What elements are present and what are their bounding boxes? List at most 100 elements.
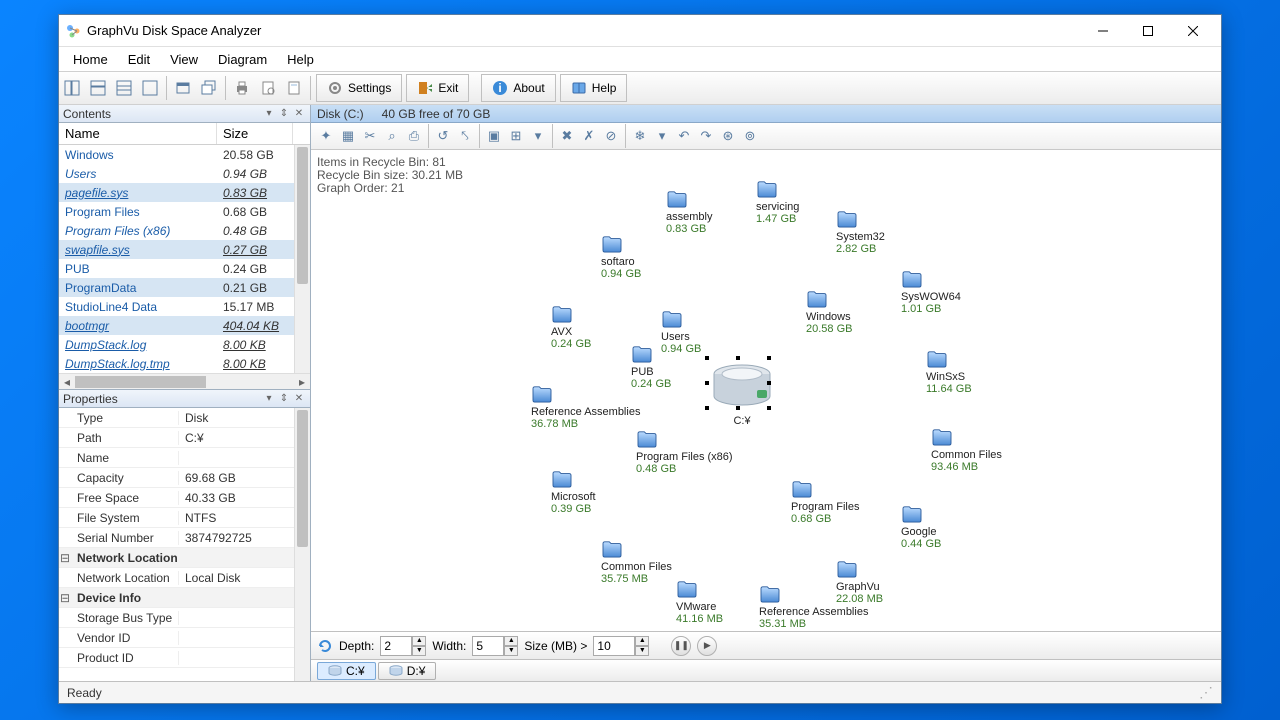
property-row[interactable]: Free Space40.33 GB <box>59 488 310 508</box>
graph-tool-icon[interactable]: ▾ <box>527 125 549 147</box>
graph-tool-icon[interactable]: ✂ <box>359 125 381 147</box>
col-size[interactable]: Size <box>217 123 293 144</box>
graph-node[interactable]: AVX0.24 GB <box>551 305 591 350</box>
graph-tool-icon[interactable]: ↶ <box>673 125 695 147</box>
graph-node[interactable]: Reference Assemblies36.78 MB <box>531 385 640 430</box>
layout4-icon[interactable] <box>137 75 163 101</box>
property-row[interactable]: Product ID <box>59 648 310 668</box>
properties-body[interactable]: TypeDiskPathC:¥NameCapacity69.68 GBFree … <box>59 408 310 681</box>
graph-node[interactable]: assembly0.83 GB <box>666 190 712 235</box>
graph-tool-icon[interactable]: ⌕ <box>381 125 403 147</box>
props-vscroll[interactable] <box>294 408 310 681</box>
pin-icon[interactable]: ⇕ <box>277 107 291 121</box>
graph-node[interactable]: SysWOW641.01 GB <box>901 270 961 315</box>
graph-node[interactable]: Microsoft0.39 GB <box>551 470 596 515</box>
graph-tool-icon[interactable]: ⊚ <box>739 125 761 147</box>
graph-tool-icon[interactable]: ❄ <box>629 125 651 147</box>
property-row[interactable]: Network LocationLocal Disk <box>59 568 310 588</box>
graph-node[interactable]: WinSxS11.64 GB <box>926 350 972 395</box>
graph-node[interactable]: Google0.44 GB <box>901 505 941 550</box>
menu-help[interactable]: Help <box>277 50 324 69</box>
table-row[interactable]: DumpStack.log.tmp8.00 KB <box>59 354 310 373</box>
page-setup-icon[interactable] <box>281 75 307 101</box>
property-row[interactable]: Capacity69.68 GB <box>59 468 310 488</box>
graph-tool-icon[interactable]: ⊛ <box>717 125 739 147</box>
menu-home[interactable]: Home <box>63 50 118 69</box>
graph-tool-icon[interactable]: ↷ <box>695 125 717 147</box>
minimize-button[interactable] <box>1080 16 1125 46</box>
layout2-icon[interactable] <box>85 75 111 101</box>
print-preview-icon[interactable] <box>255 75 281 101</box>
drive-tab[interactable]: D:¥ <box>378 662 437 680</box>
graph-tool-icon[interactable]: ▣ <box>483 125 505 147</box>
pane-menu-icon[interactable]: ▾ <box>262 107 276 121</box>
table-row[interactable]: swapfile.sys0.27 GB <box>59 240 310 259</box>
print-icon[interactable] <box>229 75 255 101</box>
exit-button[interactable]: Exit <box>406 74 469 102</box>
graph-tool-icon[interactable]: ✦ <box>315 125 337 147</box>
property-row[interactable]: File SystemNTFS <box>59 508 310 528</box>
graph-tool-icon[interactable]: ⊞ <box>505 125 527 147</box>
table-row[interactable]: Users0.94 GB <box>59 164 310 183</box>
titlebar[interactable]: GraphVu Disk Space Analyzer <box>59 15 1221 47</box>
graph-node[interactable]: System322.82 GB <box>836 210 885 255</box>
width-spinner[interactable]: ▲▼ <box>472 636 518 656</box>
depth-spinner[interactable]: ▲▼ <box>380 636 426 656</box>
graph-tool-icon[interactable]: ⎙ <box>403 125 425 147</box>
property-row[interactable]: PathC:¥ <box>59 428 310 448</box>
graph-node[interactable]: GraphVu22.08 MB <box>836 560 883 605</box>
property-group[interactable]: ⊟Network Location <box>59 548 310 568</box>
menu-diagram[interactable]: Diagram <box>208 50 277 69</box>
refresh-icon[interactable] <box>317 638 333 654</box>
contents-vscroll[interactable] <box>294 145 310 373</box>
graph-tool-icon[interactable]: ✖ <box>556 125 578 147</box>
graph-tool-icon[interactable]: ▦ <box>337 125 359 147</box>
about-button[interactable]: iAbout <box>481 74 555 102</box>
col-name[interactable]: Name <box>59 123 217 144</box>
property-row[interactable]: Name <box>59 448 310 468</box>
graph-tool-icon[interactable]: ⤣ <box>454 125 476 147</box>
window2-icon[interactable] <box>196 75 222 101</box>
property-row[interactable]: Vendor ID <box>59 628 310 648</box>
pause-button[interactable]: ❚❚ <box>671 636 691 656</box>
contents-hscroll[interactable]: ◂▸ <box>59 373 310 389</box>
graph-node[interactable]: Program Files (x86)0.48 GB <box>636 430 733 475</box>
help-button[interactable]: Help <box>560 74 628 102</box>
close-button[interactable] <box>1170 16 1215 46</box>
table-row[interactable]: StudioLine4 Data15.17 MB <box>59 297 310 316</box>
layout3-icon[interactable] <box>111 75 137 101</box>
table-row[interactable]: bootmgr404.04 KB <box>59 316 310 335</box>
property-group[interactable]: ⊟Device Info <box>59 588 310 608</box>
graph-node[interactable]: Program Files0.68 GB <box>791 480 859 525</box>
graph-tool-icon[interactable]: ↺ <box>432 125 454 147</box>
table-row[interactable]: PUB0.24 GB <box>59 259 310 278</box>
maximize-button[interactable] <box>1125 16 1170 46</box>
pane-close-icon[interactable]: ✕ <box>292 107 306 121</box>
resize-grip[interactable]: ⋰ <box>1199 684 1213 701</box>
drive-tab[interactable]: C:¥ <box>317 662 376 680</box>
graph-tool-icon[interactable]: ▾ <box>651 125 673 147</box>
table-row[interactable]: ProgramData0.21 GB <box>59 278 310 297</box>
size-spinner[interactable]: ▲▼ <box>593 636 649 656</box>
graph-node[interactable]: Common Files35.75 MB <box>601 540 672 585</box>
settings-button[interactable]: Settings <box>316 74 402 102</box>
table-row[interactable]: Windows20.58 GB <box>59 145 310 164</box>
graph-node[interactable]: Windows20.58 GB <box>806 290 852 335</box>
property-row[interactable]: Serial Number3874792725 <box>59 528 310 548</box>
graph-node-root[interactable]: C:¥ <box>711 362 773 427</box>
graph-tool-icon[interactable]: ✗ <box>578 125 600 147</box>
graph-node[interactable]: VMware41.16 MB <box>676 580 723 625</box>
property-row[interactable]: Storage Bus Type <box>59 608 310 628</box>
pane-close-icon[interactable]: ✕ <box>292 392 306 406</box>
graph-node[interactable]: servicing1.47 GB <box>756 180 799 225</box>
graph-node[interactable]: PUB0.24 GB <box>631 345 671 390</box>
graph-canvas[interactable]: Items in Recycle Bin: 81 Recycle Bin siz… <box>311 150 1221 631</box>
table-row[interactable]: Program Files (x86)0.48 GB <box>59 221 310 240</box>
table-row[interactable]: DumpStack.log8.00 KB <box>59 335 310 354</box>
pane-menu-icon[interactable]: ▾ <box>262 392 276 406</box>
window1-icon[interactable] <box>170 75 196 101</box>
table-row[interactable]: Program Files0.68 GB <box>59 202 310 221</box>
menu-view[interactable]: View <box>160 50 208 69</box>
contents-body[interactable]: Windows20.58 GBUsers0.94 GBpagefile.sys0… <box>59 145 310 373</box>
menu-edit[interactable]: Edit <box>118 50 160 69</box>
